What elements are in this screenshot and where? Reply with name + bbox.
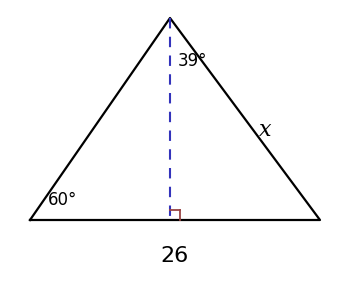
- Text: 26: 26: [161, 246, 189, 266]
- Text: x: x: [259, 119, 271, 141]
- Text: 60°: 60°: [48, 191, 77, 209]
- Text: 39°: 39°: [178, 52, 207, 70]
